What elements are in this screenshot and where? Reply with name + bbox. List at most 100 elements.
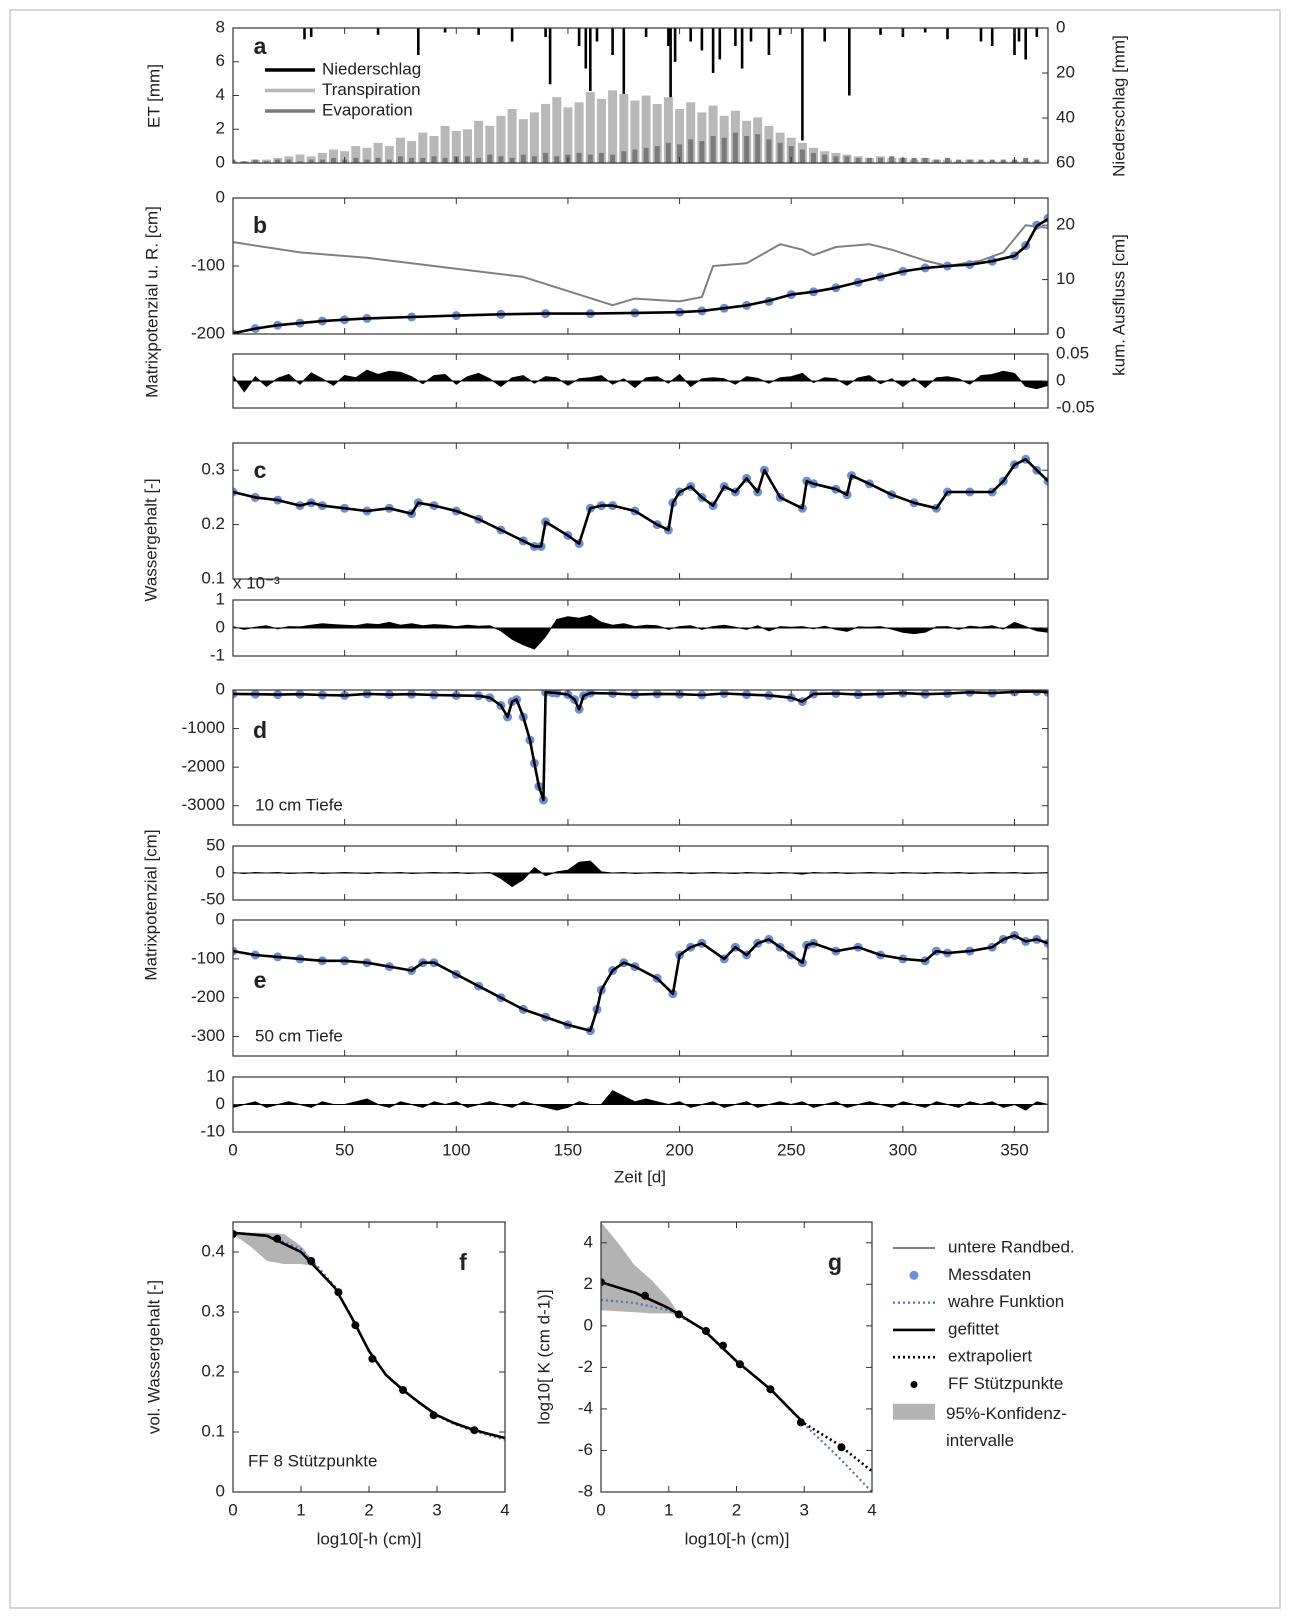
bar <box>529 112 539 163</box>
bar <box>362 147 372 163</box>
y-axis-label: log10[ K (cm d-1)] <box>534 1289 553 1424</box>
x-tick-label: 200 <box>665 1140 693 1159</box>
bar <box>510 28 514 42</box>
bar <box>589 28 592 91</box>
series-line <box>233 458 1048 548</box>
panel-label: c <box>254 457 267 483</box>
bar <box>303 28 306 40</box>
y-tick-label: -50 <box>200 889 225 908</box>
annotation: FF 8 Stützpunkte <box>248 1451 377 1470</box>
y-tick-label: 2 <box>216 119 225 138</box>
axes-frame <box>232 919 1049 1057</box>
y-tick-label: 4 <box>216 85 225 104</box>
y-tick-label: -200 <box>191 987 225 1006</box>
bar <box>922 157 928 163</box>
bar <box>978 159 984 163</box>
plot-area <box>233 369 1048 393</box>
bar <box>451 130 461 163</box>
bar <box>833 156 839 163</box>
bar <box>329 149 338 163</box>
bar <box>740 28 744 69</box>
bar <box>331 157 336 163</box>
legend-label: gefittet <box>948 1319 999 1338</box>
y-tick-label: 10 <box>206 1066 225 1085</box>
residual-area <box>233 860 1048 888</box>
bar <box>866 157 872 163</box>
y2-tick-label: 60 <box>1056 152 1075 171</box>
bar <box>317 152 327 163</box>
x-tick-label: 3 <box>800 1500 809 1519</box>
y-axis-label: vol. Wassergehalt [-] <box>144 1280 163 1434</box>
bar <box>420 157 426 163</box>
legend-label: untere Randbed. <box>948 1237 1075 1256</box>
x-axis-label: log10[-h (cm)] <box>317 1529 422 1548</box>
bar <box>584 28 588 69</box>
bar <box>518 119 528 163</box>
bar <box>718 28 722 60</box>
y-tick-label: 6 <box>216 51 225 70</box>
legend-swatch <box>910 1381 918 1388</box>
bar <box>351 146 361 163</box>
bar <box>630 100 640 163</box>
bar <box>409 157 415 163</box>
x-tick-label: 0 <box>596 1500 605 1519</box>
x-tick-label: 1 <box>296 1500 305 1519</box>
bar <box>587 154 593 163</box>
y-tick-label: -100 <box>191 255 225 274</box>
bar <box>686 102 696 163</box>
bar <box>596 98 606 163</box>
bar <box>487 154 493 163</box>
bar <box>923 28 927 33</box>
panel-label: d <box>253 717 267 743</box>
bar <box>364 159 370 163</box>
axes-frame <box>232 689 1049 826</box>
support-point <box>674 1310 683 1319</box>
bar <box>595 28 599 42</box>
bar <box>543 152 549 163</box>
bar <box>688 139 694 163</box>
support-point <box>233 1230 237 1238</box>
bar <box>1013 28 1016 55</box>
bar <box>933 159 939 163</box>
bar <box>632 149 638 163</box>
y-tick-label: 2 <box>584 1274 593 1293</box>
bar <box>1017 28 1021 42</box>
y-tick-label: -100 <box>191 948 225 967</box>
bar <box>241 161 247 163</box>
panel-label: a <box>254 33 267 59</box>
bar <box>801 28 804 141</box>
bar <box>576 152 582 163</box>
bar <box>396 137 405 163</box>
series-line <box>233 934 1048 1032</box>
bar <box>463 129 472 163</box>
y-tick-label: 0 <box>216 862 225 881</box>
support-point <box>837 1443 846 1452</box>
y-tick-label: 0 <box>216 187 225 206</box>
bar <box>608 90 618 163</box>
y-tick-label: 0.1 <box>201 568 225 587</box>
y-tick-label: 0.05 <box>1056 343 1089 362</box>
y-tick-label: -300 <box>191 1026 225 1045</box>
y2-axis-label: Niederschlag [mm] <box>1109 35 1128 177</box>
plot-area <box>233 614 1048 650</box>
bar <box>574 102 584 163</box>
confidence-band <box>233 1232 318 1267</box>
x-tick-label: 250 <box>777 1140 805 1159</box>
x-axis-label: log10[-h (cm)] <box>685 1529 790 1548</box>
series-line <box>601 1298 872 1492</box>
x-tick-label: 50 <box>335 1140 354 1159</box>
y-tick-label: 0.2 <box>201 1361 225 1380</box>
bar <box>699 141 705 163</box>
legend-swatch <box>909 1270 919 1280</box>
bar <box>585 92 595 163</box>
support-point <box>399 1386 407 1394</box>
y-tick-label: 50 <box>206 835 225 854</box>
x-tick-label: 1 <box>664 1500 673 1519</box>
y-tick-label: 0 <box>584 1315 593 1334</box>
y-tick-label: -6 <box>578 1440 593 1459</box>
legend-label: Evaporation <box>322 100 413 119</box>
support-point <box>766 1385 775 1394</box>
x-tick-label: 4 <box>867 1500 876 1519</box>
bar <box>911 157 917 163</box>
bar <box>673 28 677 62</box>
